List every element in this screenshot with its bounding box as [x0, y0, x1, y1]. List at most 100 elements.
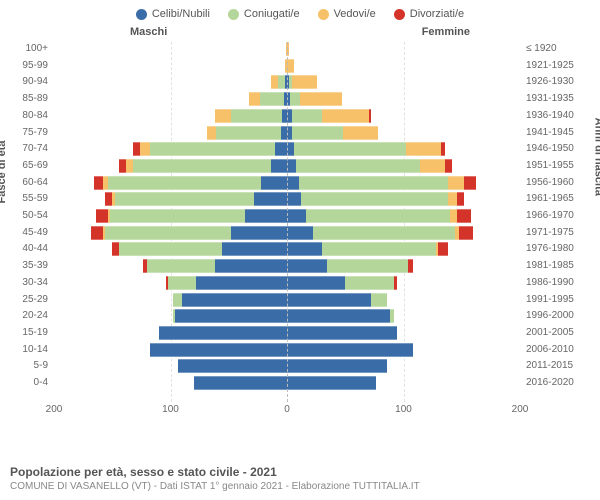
bar-segment	[287, 59, 294, 73]
bar-segment	[448, 192, 457, 206]
bar-segment	[296, 159, 419, 173]
male-half	[54, 59, 287, 73]
bar-segment	[450, 209, 457, 223]
female-half	[287, 309, 520, 323]
x-tick: 100	[395, 404, 412, 415]
age-label: 60-64	[14, 176, 54, 190]
female-half	[287, 126, 520, 140]
bar-segment	[91, 226, 103, 240]
bar-segment	[343, 126, 378, 140]
male-half	[54, 242, 287, 256]
birth-year-label: 1926-1930	[520, 75, 584, 89]
chart-area: Maschi Femmine Fasce di età Anni di nasc…	[0, 24, 600, 434]
bar-segment	[327, 259, 409, 273]
male-half	[54, 226, 287, 240]
bar-segment	[369, 109, 371, 123]
birth-year-label: 1966-1970	[520, 209, 584, 223]
bar-segment	[459, 226, 473, 240]
bar-segment	[178, 359, 288, 373]
bar-segment	[313, 226, 455, 240]
male-half	[54, 209, 287, 223]
bar-segment	[292, 126, 343, 140]
birth-year-label: 1951-1955	[520, 159, 584, 173]
birth-year-label: 1976-1980	[520, 242, 584, 256]
bar-segment	[408, 259, 413, 273]
male-half	[54, 109, 287, 123]
bar-segment	[438, 242, 447, 256]
bar-segment	[140, 142, 149, 156]
age-label: 35-39	[14, 259, 54, 273]
female-half	[287, 259, 520, 273]
bar-segment	[300, 92, 342, 106]
birth-year-label: 1996-2000	[520, 309, 584, 323]
y-axis-left-label: Fasce di età	[0, 141, 8, 204]
bar-segment	[271, 159, 287, 173]
bar-segment	[231, 226, 287, 240]
bar-segment	[175, 309, 287, 323]
legend-item: Coniugati/e	[228, 8, 300, 20]
birth-year-label: 2011-2015	[520, 359, 584, 373]
age-label: 90-94	[14, 75, 54, 89]
legend-item: Vedovi/e	[318, 8, 376, 20]
age-label: 65-69	[14, 159, 54, 173]
male-half	[54, 92, 287, 106]
bar-segment	[94, 176, 103, 190]
bar-segment	[168, 276, 196, 290]
legend-dot-icon	[318, 9, 329, 20]
female-half	[287, 109, 520, 123]
bar-segment	[105, 226, 231, 240]
bar-segment	[287, 259, 327, 273]
bar-segment	[406, 142, 441, 156]
birth-year-label: ≤ 1920	[520, 42, 584, 56]
bar-segment	[287, 376, 376, 390]
birth-year-label: 1981-1985	[520, 259, 584, 273]
bar-segment	[294, 142, 406, 156]
legend-label: Coniugati/e	[244, 8, 300, 20]
bar-segment	[105, 192, 112, 206]
bar-segment	[159, 326, 287, 340]
age-label: 20-24	[14, 309, 54, 323]
age-label: 100+	[14, 42, 54, 56]
bar-segment	[371, 293, 387, 307]
bar-segment	[278, 75, 285, 89]
male-half	[54, 276, 287, 290]
male-half	[54, 326, 287, 340]
bar-segment	[287, 192, 301, 206]
legend-dot-icon	[394, 9, 405, 20]
female-half	[287, 359, 520, 373]
legend: Celibi/NubiliConiugati/eVedovi/eDivorzia…	[0, 0, 600, 24]
female-half	[287, 59, 520, 73]
bar-segment	[245, 209, 287, 223]
bar-segment	[173, 293, 182, 307]
y-axis-right-label: Anni di nascita	[592, 118, 600, 196]
legend-dot-icon	[228, 9, 239, 20]
legend-dot-icon	[136, 9, 147, 20]
female-half	[287, 142, 520, 156]
birth-year-label: 1961-1965	[520, 192, 584, 206]
birth-year-label: 1941-1945	[520, 126, 584, 140]
female-half	[287, 276, 520, 290]
female-half	[287, 176, 520, 190]
male-half	[54, 42, 287, 56]
birth-year-label: 1971-1975	[520, 226, 584, 240]
bar-segment	[215, 259, 287, 273]
bar-segment	[299, 176, 448, 190]
male-half	[54, 309, 287, 323]
birth-year-label: 2006-2010	[520, 343, 584, 357]
bar-segment	[108, 176, 262, 190]
male-half	[54, 293, 287, 307]
header-female: Femmine	[422, 26, 470, 38]
age-label: 15-19	[14, 326, 54, 340]
x-tick: 0	[284, 404, 290, 415]
bar-segment	[287, 276, 345, 290]
x-axis: 2001000100200	[54, 404, 520, 420]
age-label: 75-79	[14, 126, 54, 140]
age-label: 10-14	[14, 343, 54, 357]
bar-segment	[390, 309, 395, 323]
male-half	[54, 376, 287, 390]
bar-segment	[306, 209, 450, 223]
bar-segment	[126, 159, 133, 173]
age-label: 95-99	[14, 59, 54, 73]
birth-year-label: 1936-1940	[520, 109, 584, 123]
birth-year-label: 2016-2020	[520, 376, 584, 390]
